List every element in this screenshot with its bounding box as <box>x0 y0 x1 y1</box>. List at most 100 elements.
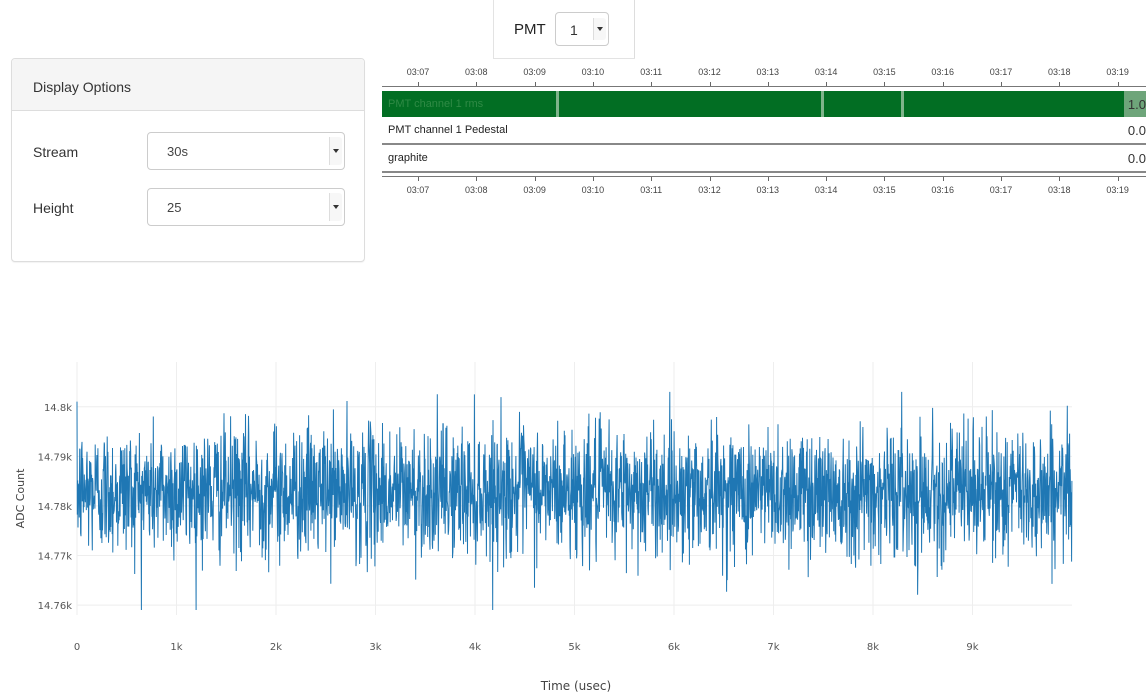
chevron-down-icon[interactable] <box>329 137 342 165</box>
timeline-tick-label: 03:08 <box>465 67 488 77</box>
timeline-row-value: 0.0 <box>1127 151 1146 166</box>
rms-horizon-gap <box>901 91 904 117</box>
y-axis-ticks: 14.8k 14.79k 14.78k 14.77k 14.76k <box>38 403 73 612</box>
timeline-tick-label: 03:11 <box>640 67 663 77</box>
panel-heading: Display Options <box>12 59 364 111</box>
timeline-tick-label: 03:14 <box>814 185 838 195</box>
timeline-bottom-axis <box>382 176 1146 177</box>
timeline-tick-label: 03:08 <box>465 185 488 195</box>
timeline-row-rms[interactable]: PMT channel 1 rms 1.0 <box>382 91 1146 117</box>
timeline-tick-label: 03:09 <box>523 185 546 195</box>
timeline-tick-mark <box>884 82 886 86</box>
stream-select[interactable]: 30s <box>147 132 345 170</box>
timeline-tick-label: 03:12 <box>698 185 721 195</box>
rms-horizon-end <box>1124 91 1146 117</box>
timeline-row-separator <box>382 171 1146 173</box>
timeline-tick-mark <box>1001 82 1002 86</box>
timeline-tick-label: 03:15 <box>873 67 896 77</box>
timeline-tick-label: 03:15 <box>873 185 896 195</box>
timeline-tick-mark <box>651 82 653 86</box>
rms-horizon-band <box>382 91 1124 117</box>
timeline-tick-mark <box>826 82 828 86</box>
timeline-tick-mark <box>942 177 944 181</box>
timeline-row-pedestal[interactable]: PMT channel 1 Pedestal 0.0 <box>382 117 1146 143</box>
x-tick-label: 6k <box>668 642 680 653</box>
timeline-tick-label: 03:19 <box>1106 67 1129 77</box>
pmt-label: PMT <box>514 21 546 38</box>
rms-horizon-gap <box>821 91 824 117</box>
pmt-select[interactable]: 1 <box>555 12 609 46</box>
timeline-tick-label: 03:17 <box>989 185 1013 195</box>
x-tick-label: 8k <box>867 642 879 653</box>
timeline-tick-mark <box>709 177 711 181</box>
timeline-tick-mark <box>1001 177 1002 181</box>
timeline-tick-mark <box>1059 82 1061 86</box>
height-label: Height <box>33 200 74 216</box>
timeline-top-axis <box>382 86 1146 87</box>
chevron-down-icon[interactable] <box>329 193 342 221</box>
x-tick-label: 3k <box>369 642 381 653</box>
timeline-tick-mark <box>592 82 594 86</box>
height-select[interactable]: 25 <box>147 188 345 226</box>
x-tick-label: 0 <box>74 642 80 653</box>
x-axis-label: Time (usec) <box>540 679 611 693</box>
x-tick-label: 9k <box>966 642 978 653</box>
timeline-tick-label: 03:10 <box>581 185 605 195</box>
timeline-tick-label: 03:12 <box>698 67 721 77</box>
pmt-selector-box: PMT 1 <box>493 0 635 59</box>
timeline-tick-mark <box>651 177 653 181</box>
timeline-row-label: graphite <box>388 152 428 164</box>
timeline-tick-label: 03:18 <box>1048 67 1071 77</box>
y-axis-label: ADC Count <box>14 468 27 529</box>
timeline-tick-mark <box>767 177 769 181</box>
timeline-row-separator <box>382 143 1146 145</box>
timeline-tick-label: 03:10 <box>581 67 605 77</box>
timeline-tick-label: 03:18 <box>1048 185 1071 195</box>
timeline-panel: PMT channel 1 rms 1.0 PMT channel 1 Pede… <box>380 60 1146 210</box>
timeline-row-graphite[interactable]: graphite 0.0 <box>382 145 1146 171</box>
y-tick-label: 14.77k <box>38 552 73 563</box>
x-tick-label: 2k <box>270 642 282 653</box>
timeline-tick-label: 03:07 <box>406 185 430 195</box>
timeline-tick-label: 03:13 <box>756 67 780 77</box>
rms-horizon-gap <box>556 91 559 117</box>
adc-waveform-chart: 14.8k 14.79k 14.78k 14.77k 14.76k 0 1k 2k 3k 4k 5… <box>14 362 1073 693</box>
x-tick-label: 1k <box>170 642 182 653</box>
timeline-tick-mark <box>942 82 944 86</box>
y-tick-label: 14.8k <box>44 403 72 414</box>
adc-series-line <box>76 391 1073 611</box>
chevron-down-icon[interactable] <box>593 18 606 40</box>
timeline-tick-mark <box>592 177 594 181</box>
timeline-tick-label: 03:13 <box>756 185 780 195</box>
timeline-tick-mark <box>418 177 419 181</box>
timeline-tick-label: 03:07 <box>406 67 430 77</box>
timeline-tick-mark <box>1059 177 1061 181</box>
timeline-tick-mark <box>884 177 886 181</box>
timeline-row-value: 0.0 <box>1127 123 1146 138</box>
timeline-tick-mark <box>534 82 536 86</box>
x-axis-ticks: 0 1k 2k 3k 4k 5k 6k 7k 8k 9k <box>74 642 979 653</box>
timeline-tick-mark <box>534 177 536 181</box>
timeline-tick-label: 03:11 <box>640 185 663 195</box>
timeline-tick-mark <box>476 177 478 181</box>
y-tick-label: 14.78k <box>38 502 73 513</box>
divider <box>634 0 635 58</box>
stream-select-value: 30s <box>167 144 188 159</box>
timeline-tick-label: 03:19 <box>1106 185 1129 195</box>
timeline-tick-label: 03:17 <box>989 67 1013 77</box>
x-tick-label: 7k <box>767 642 779 653</box>
display-options-panel: Display Options Stream 30s Height 25 <box>11 58 365 262</box>
timeline-row-label: PMT channel 1 rms <box>388 98 484 110</box>
pmt-select-value: 1 <box>570 22 578 38</box>
timeline-tick-label: 03:16 <box>931 67 954 77</box>
timeline-tick-mark <box>1117 82 1119 86</box>
timeline-tick-mark <box>826 177 828 181</box>
timeline-tick-mark <box>767 82 769 86</box>
x-tick-label: 4k <box>469 642 481 653</box>
timeline-tick-mark <box>476 82 478 86</box>
timeline-tick-mark <box>1117 177 1119 181</box>
timeline-tick-mark <box>709 82 711 86</box>
timeline-tick-label: 03:09 <box>523 67 546 77</box>
stream-label: Stream <box>33 144 79 160</box>
y-tick-label: 14.79k <box>38 452 73 463</box>
